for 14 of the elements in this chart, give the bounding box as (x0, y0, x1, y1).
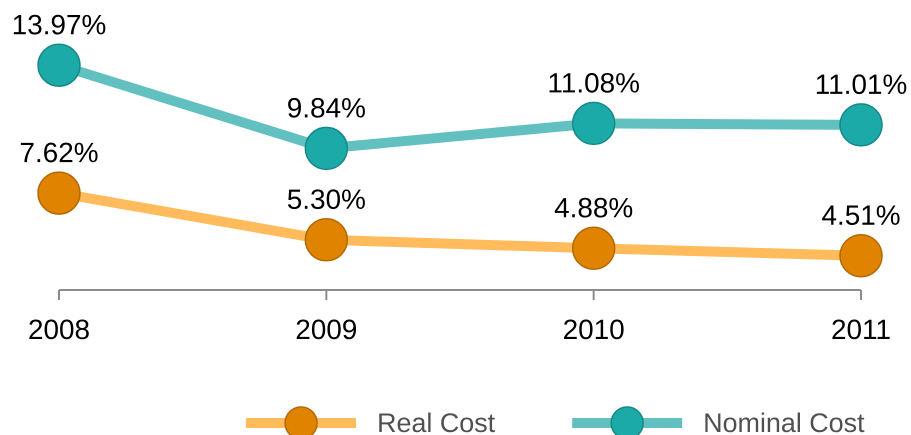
x-tick-label: 2011 (832, 320, 890, 340)
legend-label: Real Cost (379, 412, 495, 432)
x-tick-label: 2008 (29, 320, 89, 340)
data-label: 11.08% (550, 72, 639, 93)
data-label: 11.01% (816, 74, 906, 94)
data-label: 5.30% (288, 189, 365, 210)
data-label: 7.62% (20, 142, 98, 162)
data-label: 4.51% (822, 205, 900, 225)
legend-label: Nominal Cost (705, 412, 864, 432)
x-tick-label: 2009 (296, 320, 356, 340)
data-label: 13.97% (14, 14, 106, 34)
data-label: 4.88% (554, 198, 632, 218)
x-tick-label: 2010 (564, 320, 624, 340)
data-label: 9.84% (288, 98, 365, 118)
